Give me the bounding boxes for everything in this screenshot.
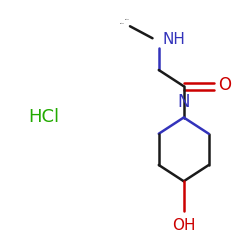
Text: methyl: methyl: [120, 23, 125, 24]
Text: methyl: methyl: [125, 19, 130, 20]
Text: N: N: [178, 93, 190, 111]
Text: O: O: [218, 76, 231, 94]
Text: OH: OH: [172, 218, 196, 232]
Text: HCl: HCl: [28, 108, 59, 126]
Text: NH: NH: [162, 32, 186, 48]
